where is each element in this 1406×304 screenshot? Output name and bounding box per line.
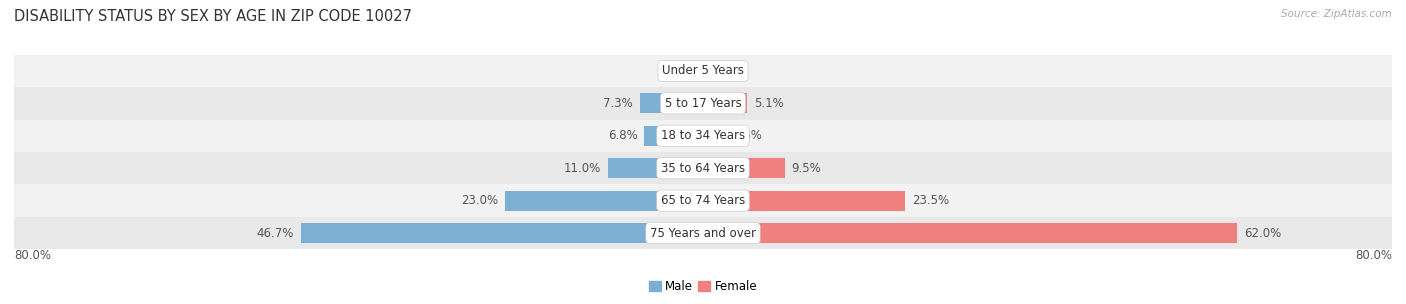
- Text: 35 to 64 Years: 35 to 64 Years: [661, 162, 745, 175]
- Text: 5.1%: 5.1%: [754, 97, 783, 110]
- Text: Under 5 Years: Under 5 Years: [662, 64, 744, 78]
- Text: 0.0%: 0.0%: [710, 64, 740, 78]
- Text: 62.0%: 62.0%: [1244, 226, 1281, 240]
- Text: 80.0%: 80.0%: [14, 249, 51, 262]
- Bar: [703, 126, 725, 146]
- Bar: [301, 223, 703, 243]
- Text: Source: ZipAtlas.com: Source: ZipAtlas.com: [1281, 9, 1392, 19]
- Bar: [14, 185, 1392, 217]
- Bar: [703, 191, 905, 211]
- Text: 80.0%: 80.0%: [1355, 249, 1392, 262]
- Bar: [644, 126, 703, 146]
- Legend: Male, Female: Male, Female: [644, 275, 762, 298]
- Text: 65 to 74 Years: 65 to 74 Years: [661, 194, 745, 207]
- Bar: [640, 93, 703, 113]
- Text: 9.5%: 9.5%: [792, 162, 821, 175]
- Bar: [505, 191, 703, 211]
- Text: 2.6%: 2.6%: [733, 129, 762, 142]
- Text: 23.0%: 23.0%: [461, 194, 498, 207]
- Text: 5 to 17 Years: 5 to 17 Years: [665, 97, 741, 110]
- Bar: [14, 152, 1392, 185]
- Bar: [609, 158, 703, 178]
- Text: 18 to 34 Years: 18 to 34 Years: [661, 129, 745, 142]
- Text: 75 Years and over: 75 Years and over: [650, 226, 756, 240]
- Text: 11.0%: 11.0%: [564, 162, 602, 175]
- Text: 7.3%: 7.3%: [603, 97, 633, 110]
- Bar: [14, 217, 1392, 249]
- Bar: [14, 87, 1392, 119]
- Bar: [703, 93, 747, 113]
- Text: 46.7%: 46.7%: [256, 226, 294, 240]
- Text: 23.5%: 23.5%: [912, 194, 949, 207]
- Bar: [703, 158, 785, 178]
- Text: 0.0%: 0.0%: [666, 64, 696, 78]
- Text: 6.8%: 6.8%: [607, 129, 637, 142]
- Text: DISABILITY STATUS BY SEX BY AGE IN ZIP CODE 10027: DISABILITY STATUS BY SEX BY AGE IN ZIP C…: [14, 9, 412, 24]
- Bar: [14, 55, 1392, 87]
- Bar: [14, 119, 1392, 152]
- Bar: [703, 223, 1237, 243]
